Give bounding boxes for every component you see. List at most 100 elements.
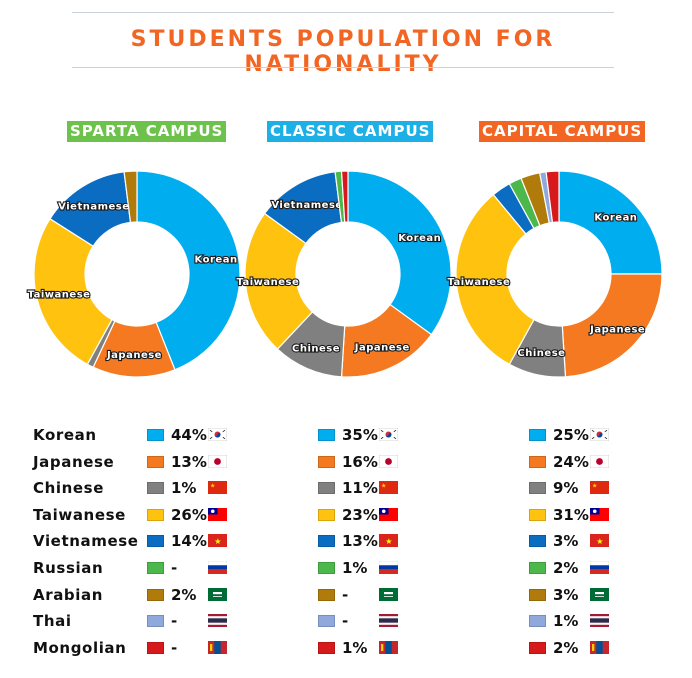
legend-swatch-russian [318,562,335,574]
percentage-value: 3% [553,586,579,604]
percentage-value: 1% [342,639,368,657]
legend-swatch-chinese [318,482,335,494]
percentage-value: 13% [171,453,207,471]
legend-swatch-chinese [529,482,546,494]
legend-swatch-korean [529,429,546,441]
percentage-value: 26% [171,506,207,524]
slice-label-korean: Korean [594,213,637,224]
slice-korean [347,170,452,336]
percentage-value: - [342,586,349,604]
legend-swatch-japanese [529,456,546,468]
legend-swatch-arabian [147,589,164,601]
campus-title-capital: CAPITAL CAMPUS [479,121,646,142]
percentage-value: 13% [342,532,378,550]
korea-flag-icon [379,428,398,441]
legend-swatch-russian [147,562,164,574]
slice-taiwanese [244,212,314,350]
title-bottom-rule [72,67,614,68]
percentage-value: 2% [171,586,197,604]
slice-label-vietnamese: Vietnamese [58,202,129,213]
percentage-value: 3% [553,532,579,550]
slice-mongolian [545,170,560,224]
legend-swatch-vietnamese [147,535,164,547]
legend-swatch-taiwanese [529,509,546,521]
mongolia-flag-icon [590,641,609,654]
slice-label-vietnamese: Vietnamese [271,200,342,211]
china-flag-icon [590,481,609,494]
legend-swatch-korean [318,429,335,441]
percentage-value: 11% [342,479,378,497]
taiwan-flag-icon [208,508,227,521]
china-flag-icon [379,481,398,494]
donut-chart-classic: Korean Japanese Chinese Taiwanese Vietnamese [235,170,452,378]
percentage-value: - [171,559,178,577]
legend-swatch-mongolian [318,642,335,654]
row-label-taiwanese: Taiwanese [33,506,126,524]
legend-swatch-arabian [318,589,335,601]
percentage-value: 25% [553,426,589,444]
japan-flag-icon [379,455,398,468]
slice-label-taiwanese: Taiwanese [236,277,299,288]
thailand-flag-icon [208,614,227,627]
legend-swatch-arabian [529,589,546,601]
taiwan-flag-icon [590,508,609,521]
row-label-vietnamese: Vietnamese [33,532,139,550]
mongolia-flag-icon [379,641,398,654]
percentage-value: 44% [171,426,207,444]
legend-swatch-chinese [147,482,164,494]
slice-korean [136,170,241,371]
saudi-arabia-flag-icon [208,588,227,601]
legend-swatch-vietnamese [318,535,335,547]
percentage-value: 1% [553,612,579,630]
slice-taiwanese [455,193,535,366]
korea-flag-icon [590,428,609,441]
campus-title-sparta: SPARTA CAMPUS [67,121,227,142]
percentage-value: 1% [171,479,197,497]
legend-swatch-mongolian [529,642,546,654]
slice-label-korean: Korean [398,233,441,244]
slice-label-taiwanese: Taiwanese [447,277,510,288]
mongolia-flag-icon [208,641,227,654]
title-block: STUDENTS POPULATION FOR NATIONALITY [72,12,614,77]
vietnam-flag-icon [208,534,227,547]
percentage-value: 1% [342,559,368,577]
percentage-value: 23% [342,506,378,524]
legend-swatch-korean [147,429,164,441]
russia-flag-icon [208,561,227,574]
percentage-value: 9% [553,479,579,497]
japan-flag-icon [208,455,227,468]
slice-label-japanese: Japanese [589,325,645,336]
percentage-value: 14% [171,532,207,550]
row-label-japanese: Japanese [33,453,115,471]
slice-label-korean: Korean [195,254,238,265]
percentage-value: - [171,612,178,630]
slice-label-japanese: Japanese [354,342,410,353]
slice-arabian [123,170,138,224]
slice-label-chinese: Chinese [292,343,340,354]
page-title: STUDENTS POPULATION FOR NATIONALITY [130,27,556,77]
slice-japanese [561,273,663,378]
vietnam-flag-icon [379,534,398,547]
slice-label-taiwanese: Taiwanese [28,290,91,301]
legend-swatch-thai [147,615,164,627]
slice-korean [558,170,663,275]
legend-swatch-vietnamese [529,535,546,547]
slice-taiwanese [33,217,113,366]
row-label-russian: Russian [33,559,104,577]
thailand-flag-icon [379,614,398,627]
percentage-value: - [342,612,349,630]
percentage-value: 35% [342,426,378,444]
percentage-value: - [171,639,178,657]
percentage-value: 31% [553,506,589,524]
row-label-thai: Thai [33,612,72,630]
row-label-arabian: Arabian [33,586,104,604]
legend-swatch-mongolian [147,642,164,654]
row-label-chinese: Chinese [33,479,104,497]
legend-swatch-taiwanese [318,509,335,521]
russia-flag-icon [379,561,398,574]
slice-mongolian [340,170,349,223]
legend-swatch-thai [529,615,546,627]
row-label-korean: Korean [33,426,97,444]
legend-swatch-taiwanese [147,509,164,521]
legend-swatch-russian [529,562,546,574]
